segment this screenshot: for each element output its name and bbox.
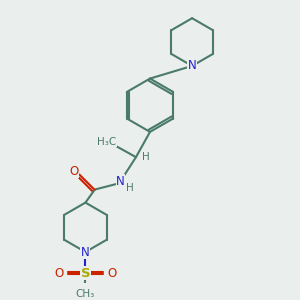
Text: H: H [142,152,150,162]
Text: S: S [81,267,90,280]
Text: N: N [188,59,197,72]
Text: N: N [116,175,125,188]
Text: H: H [127,183,134,193]
Text: O: O [70,165,79,178]
Text: N: N [81,245,90,259]
Text: CH₃: CH₃ [76,289,95,299]
Text: O: O [107,267,117,280]
Text: H₃C: H₃C [97,137,116,147]
Text: O: O [54,267,63,280]
